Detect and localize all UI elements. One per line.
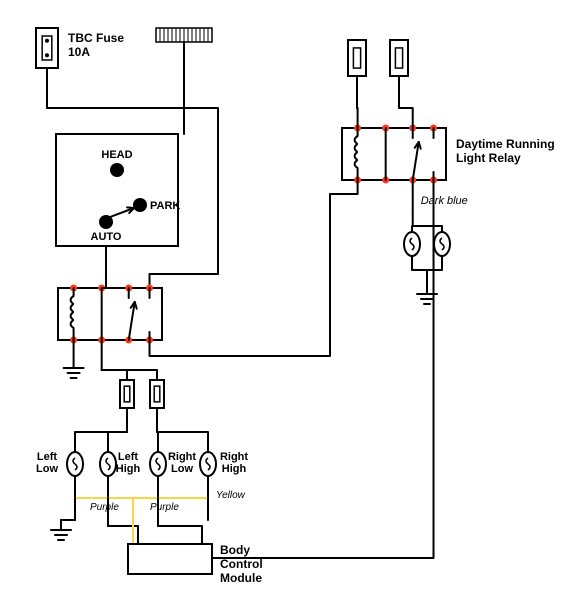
label-auto: AUTO bbox=[91, 231, 122, 243]
label-drl-2: Light Relay bbox=[456, 151, 521, 165]
label-dark-blue: Dark blue bbox=[421, 195, 468, 207]
label-bcm-3: Module bbox=[220, 571, 262, 585]
label-bcm-1: Body bbox=[220, 543, 250, 557]
label-drl-1: Daytime Running bbox=[456, 137, 555, 151]
label-left-high: LeftHigh bbox=[116, 451, 141, 475]
label-purple-2: Purple bbox=[150, 502, 179, 513]
label-yellow: Yellow bbox=[216, 490, 246, 501]
label-head: HEAD bbox=[101, 149, 132, 161]
label-tbc-fuse: TBC Fuse bbox=[68, 31, 124, 45]
label-park: PARK bbox=[150, 200, 180, 212]
label-left-low: LeftLow bbox=[36, 451, 58, 475]
label-tbc-amp: 10A bbox=[68, 45, 90, 59]
label-bcm-2: Control bbox=[220, 557, 263, 571]
label-right-high: RightHigh bbox=[220, 451, 248, 475]
label-right-low: RightLow bbox=[168, 451, 196, 475]
label-purple-1: Purple bbox=[90, 502, 119, 513]
